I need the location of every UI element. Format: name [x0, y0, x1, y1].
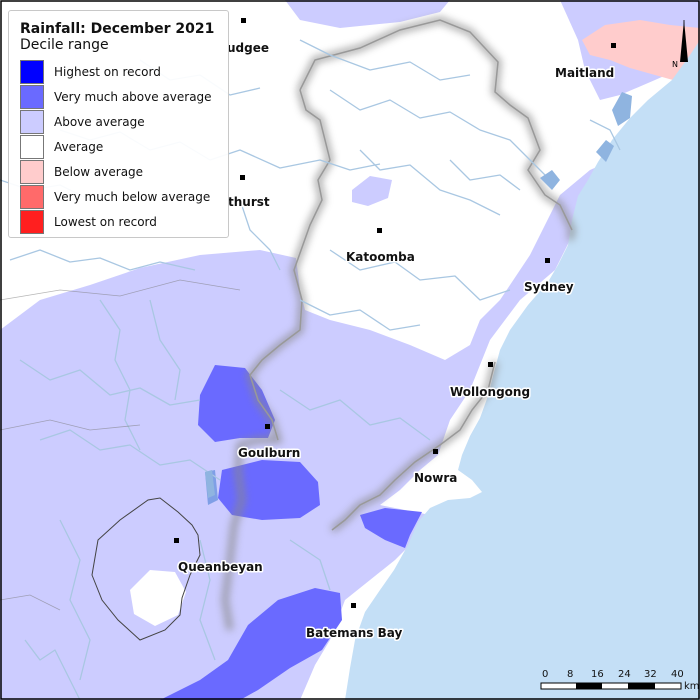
- legend-label: Very much above average: [54, 89, 212, 104]
- town-marker-goulburn: [265, 424, 270, 429]
- legend: Rainfall: December 2021 Decile range Hig…: [8, 10, 229, 238]
- town-label-bathurst: thurst: [228, 195, 270, 209]
- town-label-katoomba: Katoomba: [346, 250, 415, 264]
- legend-swatch: [20, 209, 44, 234]
- legend-item-above: Above average: [20, 109, 218, 134]
- legend-swatch: [20, 184, 44, 209]
- legend-label: Lowest on record: [54, 214, 157, 229]
- above-average-blob-katoomba: [352, 176, 392, 206]
- legend-item-very-much-above: Very much above average: [20, 84, 218, 109]
- scale-tick-32: 32: [644, 669, 657, 680]
- scale-tick-16: 16: [591, 669, 604, 680]
- legend-label: Average: [54, 139, 104, 154]
- legend-label: Highest on record: [54, 64, 161, 79]
- region-boundaries: [0, 279, 241, 611]
- escarpment-shadow: [221, 16, 576, 631]
- legend-label: Above average: [54, 114, 145, 129]
- act-boundary: [91, 497, 201, 641]
- town-marker-sydney: [545, 258, 550, 263]
- town-marker-katoomba: [377, 228, 382, 233]
- town-marker-bathurst: [240, 175, 245, 180]
- legend-item-highest: Highest on record: [20, 59, 218, 84]
- scale-tick-24: 24: [618, 669, 631, 680]
- town-marker-wollongong: [488, 362, 493, 367]
- scale-unit: km: [684, 681, 700, 692]
- scale-tick-0: 0: [542, 669, 548, 680]
- town-label-sydney: Sydney: [524, 280, 574, 294]
- legend-item-average: Average: [20, 134, 218, 159]
- below-average-region-maitland: [582, 20, 700, 82]
- town-marker-maitland: [611, 43, 616, 48]
- ocean: [345, 40, 700, 700]
- north-arrow: N: [672, 20, 688, 69]
- town-label-maitland: Maitland: [555, 66, 614, 80]
- scale-tick-8: 8: [567, 669, 573, 680]
- very-much-above-patch-nowra: [360, 508, 422, 548]
- legend-label: Very much below average: [54, 189, 211, 204]
- above-average-region-north: [285, 0, 450, 28]
- north-arrow-label: N: [672, 60, 678, 69]
- legend-label: Below average: [54, 164, 144, 179]
- town-markers: [174, 18, 616, 608]
- scale-bar: 0 8 16 24 32 40 km: [540, 669, 700, 692]
- legend-item-very-much-below: Very much below average: [20, 184, 218, 209]
- lakes: [205, 92, 632, 498]
- legend-swatch: [20, 134, 44, 159]
- town-label-goulburn: Goulburn: [238, 446, 300, 460]
- town-marker-queanbeyan: [174, 538, 179, 543]
- legend-swatch: [20, 159, 44, 184]
- average-area-queanbeyan: [130, 570, 186, 626]
- town-marker-nowra: [433, 449, 438, 454]
- town-label-batemans-bay: Batemans Bay: [306, 626, 402, 640]
- legend-title: Rainfall: December 2021: [20, 21, 215, 37]
- legend-swatch: [20, 84, 44, 109]
- town-label-mudgee: udgee: [227, 41, 269, 55]
- legend-subtitle: Decile range: [20, 37, 109, 53]
- town-marker-batemans-bay: [351, 603, 356, 608]
- town-label-queanbeyan: Queanbeyan: [178, 560, 263, 574]
- town-label-nowra: Nowra: [414, 471, 457, 485]
- rivers: [0, 39, 621, 700]
- legend-item-lowest: Lowest on record: [20, 209, 218, 234]
- above-average-region-west: [0, 162, 608, 700]
- town-marker-mudgee: [241, 18, 246, 23]
- town-label-wollongong: Wollongong: [450, 385, 530, 399]
- scale-tick-40: 40: [671, 669, 684, 680]
- very-much-above-patch-goulburn-south: [218, 460, 320, 520]
- legend-item-below: Below average: [20, 159, 218, 184]
- legend-swatch: [20, 59, 44, 84]
- legend-swatch: [20, 109, 44, 134]
- very-much-above-patch-batemans-bay: [160, 588, 342, 700]
